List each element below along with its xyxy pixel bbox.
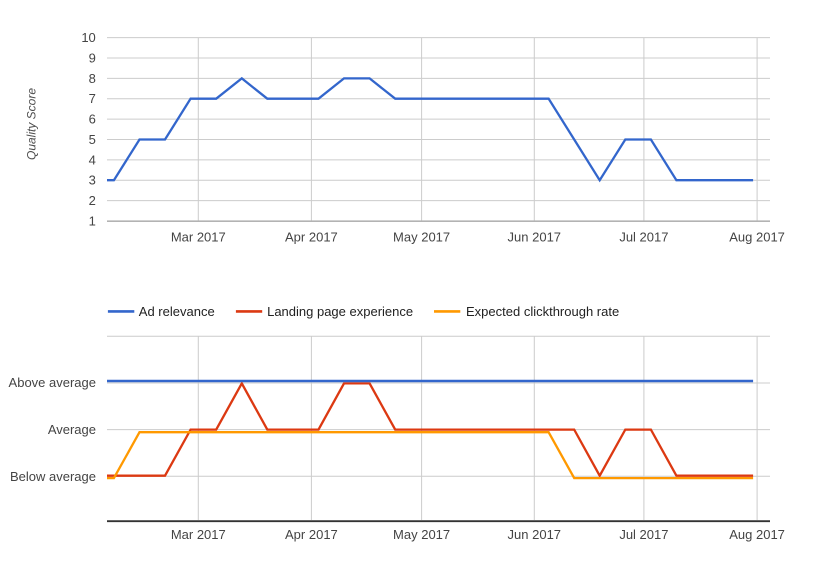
svg-text:Quality Score: Quality Score [25,88,39,160]
svg-text:1: 1 [89,214,96,229]
svg-text:2: 2 [89,193,96,208]
svg-text:Apr 2017: Apr 2017 [285,229,338,244]
svg-text:May 2017: May 2017 [393,229,450,244]
svg-text:7: 7 [89,91,96,106]
svg-text:Jul 2017: Jul 2017 [619,229,668,244]
svg-text:Expected clickthrough rate: Expected clickthrough rate [466,304,619,319]
svg-text:8: 8 [89,71,96,86]
svg-text:3: 3 [89,173,96,188]
svg-text:May 2017: May 2017 [393,527,450,542]
svg-text:Jun 2017: Jun 2017 [508,229,562,244]
svg-text:4: 4 [89,152,96,167]
svg-text:Aug 2017: Aug 2017 [729,527,785,542]
svg-text:6: 6 [89,112,96,127]
svg-text:Landing page experience: Landing page experience [267,304,413,319]
svg-text:Aug 2017: Aug 2017 [729,229,785,244]
svg-text:5: 5 [89,132,96,147]
svg-text:Above average: Above average [9,375,96,390]
svg-text:Apr 2017: Apr 2017 [285,527,338,542]
svg-text:Jun 2017: Jun 2017 [508,527,562,542]
svg-text:9: 9 [89,51,96,66]
svg-text:Ad relevance: Ad relevance [139,304,215,319]
svg-text:Mar 2017: Mar 2017 [171,229,226,244]
svg-text:Jul 2017: Jul 2017 [619,527,668,542]
svg-text:Average: Average [48,422,96,437]
svg-text:Below average: Below average [10,469,96,484]
svg-text:Mar 2017: Mar 2017 [171,527,226,542]
svg-text:10: 10 [81,30,95,45]
